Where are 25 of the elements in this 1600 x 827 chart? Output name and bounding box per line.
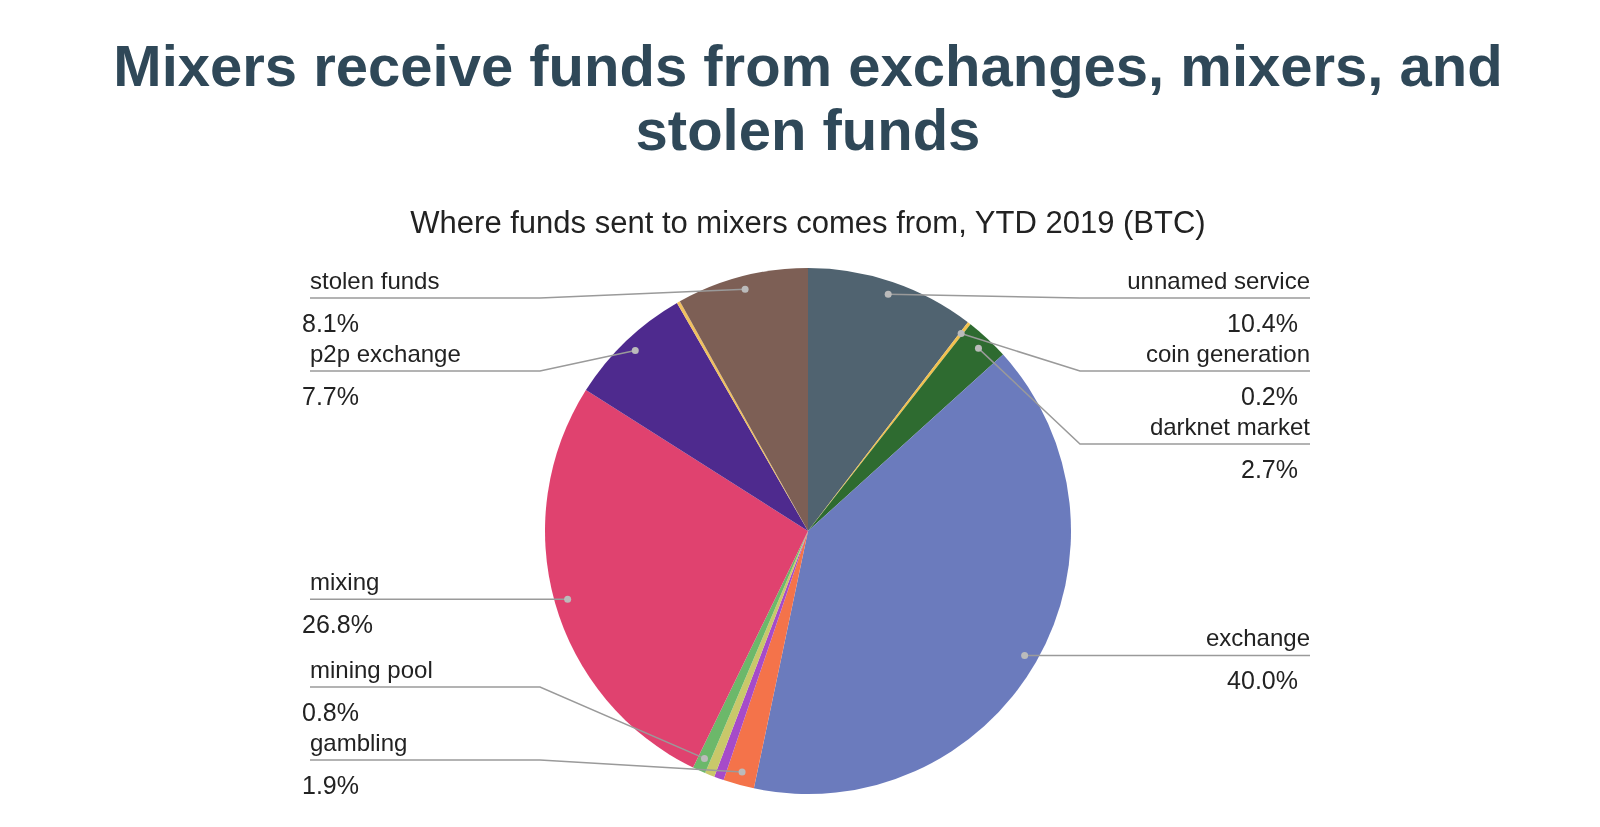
pie-slice bbox=[545, 390, 808, 768]
slice-label: darknet market bbox=[1149, 413, 1311, 440]
slice-label: coin generation bbox=[1145, 340, 1310, 367]
slice-label: mixing bbox=[310, 568, 380, 596]
data-label: 7.7% bbox=[302, 382, 359, 410]
pie-slice bbox=[585, 302, 808, 531]
data-label: 1.9% bbox=[302, 771, 359, 799]
pie-slice bbox=[753, 354, 1071, 794]
slice-label: mining pool bbox=[310, 656, 433, 683]
data-label: 8.1% bbox=[302, 309, 359, 337]
slice-label: unnamed service bbox=[1127, 267, 1310, 294]
slice-label: gambling bbox=[310, 729, 408, 756]
data-label: 0.2% bbox=[1241, 382, 1298, 410]
data-label: 2.7% bbox=[1241, 455, 1298, 483]
data-label: 10.4% bbox=[1227, 309, 1298, 337]
pie-slice bbox=[808, 324, 1004, 531]
slice-label: p2p exchange bbox=[310, 340, 461, 367]
chart-title: Mixers receive funds from exchanges, mixers, and stolen funds bbox=[113, 33, 1503, 162]
chart-subtitle: Where funds sent to mixers comes from, YTD 2019 (BTC) bbox=[410, 205, 1206, 240]
slice-label: exchange bbox=[1205, 624, 1310, 652]
pie-slice bbox=[808, 268, 968, 531]
data-label: 26.8% bbox=[302, 610, 373, 639]
data-label: 40.0% bbox=[1227, 666, 1298, 695]
data-label: 0.8% bbox=[302, 698, 359, 726]
slice-label: stolen funds bbox=[310, 267, 440, 294]
